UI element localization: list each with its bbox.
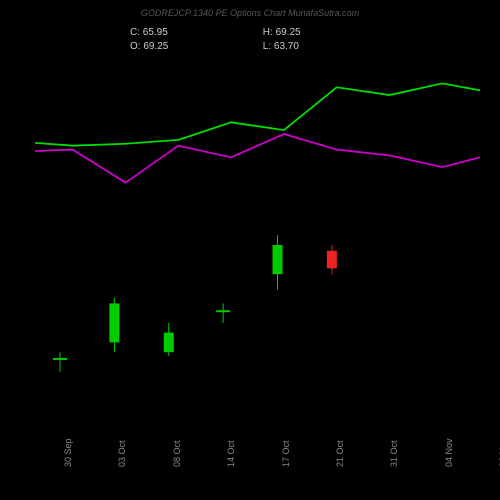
x-axis-labels: 30 Sep 03 Oct 08 Oct 14 Oct 17 Oct 21 Oct 31 O… [35,435,480,495]
candle-body [327,251,337,269]
close-value: 65.95 [143,27,168,38]
low-label: L: [263,41,271,52]
x-axis-label: 31 Oct [389,440,399,467]
high-value: 69.25 [276,27,301,38]
candle-body [109,303,119,342]
x-axis-label: 30 Sep [63,438,73,467]
line-lower [35,134,480,183]
open-label: O: [130,41,141,52]
candle-body [273,245,283,274]
x-axis-label: 08 Oct [172,440,182,467]
candles-group [53,235,337,371]
ohlc-info: C: 65.95 O: 69.25 H: 69.25 L: 63.70 [130,26,343,54]
x-axis-label: 03 Oct [117,440,127,467]
candle-body [53,358,67,360]
x-axis-label: 04 Nov [444,438,454,467]
open-value: 69.25 [143,41,168,52]
candle-body [164,333,174,352]
high-label: H: [263,27,273,38]
line-upper [35,83,480,145]
low-value: 63.70 [274,41,299,52]
x-axis-label: 21 Oct [335,440,345,467]
close-label: C: [130,27,140,38]
chart-svg [35,60,480,430]
candle-body [216,310,230,312]
chart-title: GODREJCP 1340 PE Options Chart MunafaSut… [0,8,500,18]
x-axis-label: 14 Oct [226,440,236,467]
x-axis-label: 17 Oct [281,440,291,467]
